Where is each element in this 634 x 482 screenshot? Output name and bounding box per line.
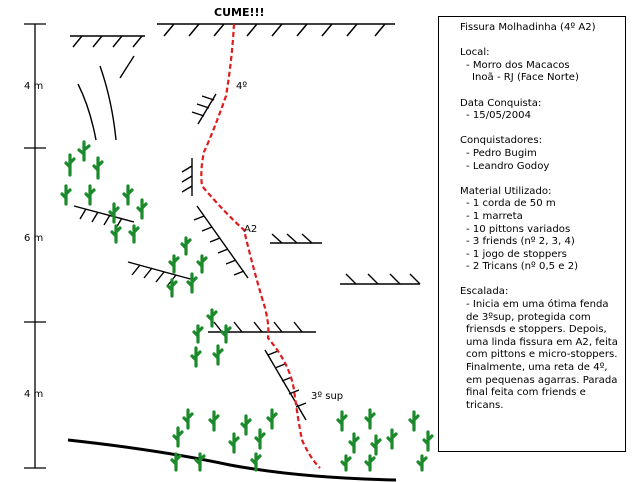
route-info-panel: Fissura Molhadinha (4º A2) Local: - Morr… (438, 16, 626, 452)
scale-label-bottom: 4 m (24, 389, 43, 400)
grade-label-start: 3º sup (311, 391, 343, 402)
climb-description: - Inicia em uma ótima fenda de 3ºsup, pr… (466, 299, 618, 411)
route-title: Fissura Molhadinha (4º A2) (460, 22, 596, 33)
ground-line (67, 438, 397, 482)
summit-label: CUME!!! (214, 6, 265, 19)
date-label: Data Conquista: (460, 97, 542, 109)
scale-label-middle: 6 m (24, 233, 43, 244)
climb-label: Escalada: (460, 286, 509, 298)
vegetation-shrubs (60, 140, 434, 472)
material-item: - 1 marreta (466, 210, 523, 222)
material-item: - 2 Tricans (nº 0,5 e 2) (466, 261, 579, 273)
material-item: - 10 pittons variados (466, 223, 571, 235)
scale-label-top: 4 m (24, 81, 43, 92)
route-line (200, 23, 321, 469)
summit-ledge (157, 23, 395, 37)
local-line: - Morro dos Macacos (466, 59, 570, 71)
height-scale-bar (24, 23, 46, 469)
conqueror-item: - Pedro Bugim (466, 147, 537, 159)
material-item: - 3 friends (nº 2, 3, 4) (466, 236, 575, 248)
grade-label-top: 4º (236, 81, 247, 92)
local-label: Local: (460, 47, 490, 59)
rock-features (70, 35, 421, 421)
material-item: - 1 corda de 50 m (466, 198, 556, 210)
date-value: - 15/05/2004 (466, 110, 532, 122)
conquerors-label: Conquistadores: (460, 135, 543, 147)
material-item: - 1 jogo de stoppers (466, 248, 567, 260)
grade-label-aid: A2 (244, 224, 257, 235)
local-line: Inoã - RJ (Face Norte) (472, 72, 579, 84)
conqueror-item: - Leandro Godoy (466, 160, 550, 172)
material-label: Material Utilizado: (460, 185, 552, 197)
